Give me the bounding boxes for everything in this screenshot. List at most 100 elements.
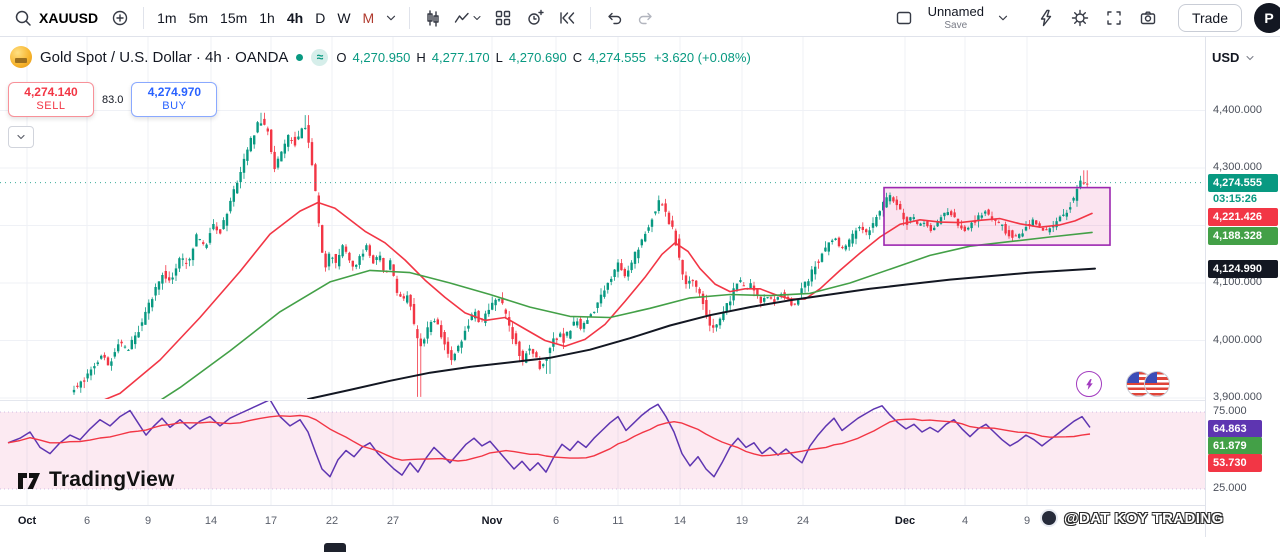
indicator-templates-button[interactable] xyxy=(487,3,519,33)
time-axis-label: 9 xyxy=(1023,515,1031,527)
redo-button[interactable] xyxy=(630,3,662,33)
indicators-button[interactable] xyxy=(449,3,487,33)
interval-button-W[interactable]: W xyxy=(331,4,356,32)
gear-icon xyxy=(1071,9,1089,27)
chevron-down-icon xyxy=(387,15,396,21)
indicator-value-badge: 61.879 xyxy=(1208,436,1262,455)
add-symbol-button[interactable] xyxy=(104,3,136,33)
layout-button[interactable] xyxy=(888,3,920,33)
price-axis-label: 3,900.000 xyxy=(1213,391,1262,403)
currency-selector[interactable]: USD xyxy=(1212,50,1256,65)
interval-button-4h[interactable]: 4h xyxy=(281,4,309,32)
tradingview-watermark: TradingView xyxy=(16,467,175,493)
layout-dropdown-button[interactable] xyxy=(992,3,1014,33)
interval-button-1m[interactable]: 1m xyxy=(151,4,182,32)
time-axis[interactable]: Oct 6 9 14 17 22 27 Nov 6 11 14 19 24 Dec 4 9 xyxy=(0,505,1205,552)
create-alert-button[interactable] xyxy=(519,3,551,33)
price-axis-label: 4,300.000 xyxy=(1213,161,1262,173)
interval-dropdown-button[interactable] xyxy=(380,3,402,33)
indicators-icon xyxy=(455,12,469,23)
high-value: 4,277.170 xyxy=(431,49,490,65)
currency-label: USD xyxy=(1212,50,1240,65)
fullscreen-icon xyxy=(1107,11,1121,25)
price-scale[interactable]: USD 4,400.000 4,300.000 4,100.000 4,000.000… xyxy=(1205,37,1280,537)
time-axis-label: Dec xyxy=(894,515,916,527)
candles-icon xyxy=(427,10,439,27)
indicator-value-badge: 64.863 xyxy=(1208,419,1262,438)
sell-label: SELL xyxy=(36,100,66,113)
symbol-search-button[interactable]: XAUUSD xyxy=(8,3,104,33)
interval-button-1h[interactable]: 1h xyxy=(253,4,281,32)
last-price-badge: 4,274.555 xyxy=(1208,173,1278,192)
bar-countdown: 03:15:26 xyxy=(1213,192,1258,205)
search-icon xyxy=(15,10,31,26)
sell-button[interactable]: 4,274.140 SELL xyxy=(8,82,94,117)
ma-fast xyxy=(104,201,1093,399)
time-axis-label: 6 xyxy=(552,515,560,527)
interval-button-15m[interactable]: 15m xyxy=(214,4,253,32)
change-value: +3.620 (+0.08%) xyxy=(653,49,751,65)
tradingview-logo-text: TradingView xyxy=(49,468,175,491)
toolbar-separator xyxy=(143,7,145,29)
legend-collapse-button[interactable] xyxy=(8,126,34,148)
open-label: O xyxy=(336,49,347,65)
sell-price: 4,274.140 xyxy=(24,85,78,100)
us-economic-events-icon[interactable] xyxy=(1126,371,1172,397)
spread-value: 83.0 xyxy=(102,93,124,106)
price-axis-label: 4,100.000 xyxy=(1213,276,1262,288)
layout-rect-icon xyxy=(896,11,911,25)
symbol-logo-icon xyxy=(10,46,32,68)
interval-group: 1m 5m 15m 1h 4h D W M xyxy=(151,4,380,32)
quick-actions-button[interactable] xyxy=(1030,3,1062,33)
price-axis-label: 4,400.000 xyxy=(1213,103,1262,116)
snapshot-button[interactable] xyxy=(1132,3,1164,33)
close-value: 4,274.555 xyxy=(588,49,646,65)
ma-value-badge: 4,221.426 xyxy=(1208,207,1278,226)
chevron-down-icon xyxy=(473,15,481,21)
chevron-down-icon xyxy=(1246,55,1254,60)
technical-event-icon[interactable] xyxy=(1076,371,1102,397)
time-axis-label: 19 xyxy=(735,515,749,527)
price-pane[interactable] xyxy=(0,112,1205,451)
bottom-panel-handle[interactable] xyxy=(324,543,346,552)
time-axis-label: 11 xyxy=(612,515,624,527)
tradingview-logo-icon xyxy=(18,473,40,489)
interval-button-M[interactable]: M xyxy=(357,4,381,32)
indicator-axis-label: 25.000 xyxy=(1213,482,1247,494)
low-label: L xyxy=(495,49,503,65)
time-axis-label: 6 xyxy=(83,515,91,527)
chevron-down-icon xyxy=(17,134,25,140)
top-toolbar: XAUUSD 1m 5m 15m 1h 4h D W M xyxy=(0,0,1280,37)
open-value: 4,270.950 xyxy=(352,49,411,65)
trade-button[interactable]: Trade xyxy=(1177,4,1242,32)
symbol-title[interactable]: Gold Spot / U.S. Dollar · 4h · OANDA xyxy=(40,48,289,66)
interval-button-5m[interactable]: 5m xyxy=(183,4,214,32)
publish-avatar[interactable]: P xyxy=(1254,3,1280,33)
replay-icon xyxy=(560,12,575,24)
save-layout-button[interactable]: Unnamed Save xyxy=(922,2,990,34)
fullscreen-button[interactable] xyxy=(1098,3,1130,33)
interval-button-D[interactable]: D xyxy=(309,4,331,32)
chart-style-button[interactable] xyxy=(417,3,449,33)
undo-button[interactable] xyxy=(598,3,630,33)
settings-button[interactable] xyxy=(1064,3,1096,33)
redo-icon xyxy=(639,12,652,25)
symbol-name: XAUUSD xyxy=(39,10,99,26)
pane-divider[interactable] xyxy=(0,400,1280,401)
indicator-pane[interactable] xyxy=(0,400,1205,490)
buy-label: BUY xyxy=(162,100,187,113)
price-axis-label: 4,000.000 xyxy=(1213,333,1262,346)
time-axis-label: 14 xyxy=(204,515,218,527)
bar-replay-button[interactable] xyxy=(551,3,583,33)
toolbar-right-cluster: Unnamed Save Trade P xyxy=(888,2,1280,34)
time-axis-label: 4 xyxy=(961,515,969,527)
high-label: H xyxy=(416,49,426,65)
time-axis-label: 24 xyxy=(796,515,810,527)
credit-avatar-icon xyxy=(1040,509,1058,527)
buy-button[interactable]: 4,274.970 BUY xyxy=(131,82,218,117)
time-axis-label: Oct xyxy=(17,515,37,527)
low-value: 4,270.690 xyxy=(508,49,567,65)
ma-value-badge: 4,124.990 xyxy=(1208,259,1278,278)
